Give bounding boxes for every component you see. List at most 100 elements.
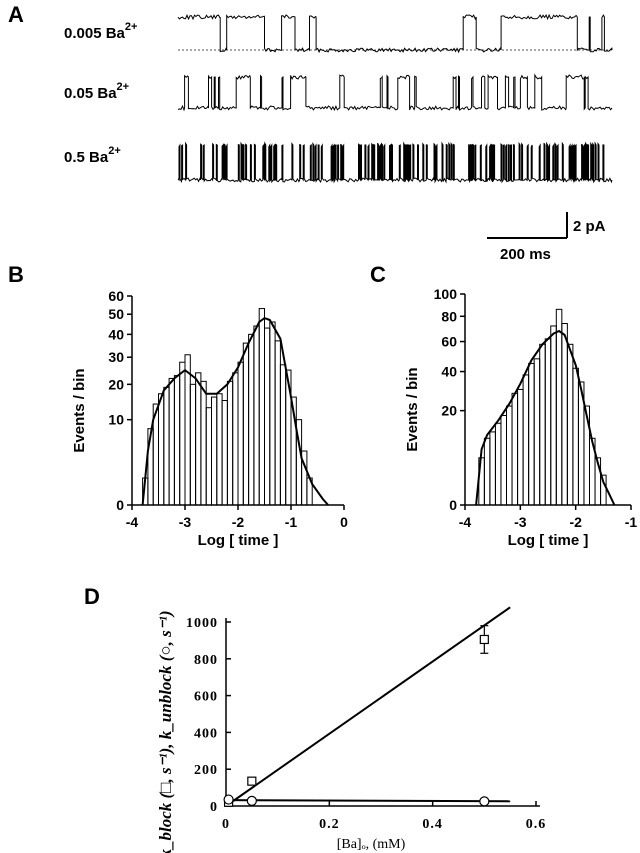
histogram-bin	[189, 383, 197, 506]
histogram-bin	[489, 431, 496, 506]
histogram-bin	[269, 321, 276, 506]
histogram-bin	[242, 342, 250, 506]
histogram-bin	[483, 437, 491, 506]
x-tick-label: -2	[569, 514, 582, 530]
x-tick-label: -4	[126, 514, 139, 530]
y-axis-title: Events / bin	[71, 368, 88, 452]
y-tick-label: 10	[108, 412, 124, 428]
kblock-point	[247, 776, 257, 786]
histogram-bin	[163, 386, 170, 506]
kunblock-point	[479, 796, 490, 807]
histogram-bin	[158, 393, 165, 506]
y-tick-label: 60	[441, 334, 457, 350]
y-tick-label: 600	[194, 690, 218, 705]
y-tick-label: 1000	[186, 616, 218, 631]
histogram-bin	[550, 325, 557, 506]
trace-label-3: 0.5 Ba2+	[64, 145, 121, 166]
kunblock-point	[223, 794, 234, 805]
x-tick-label: 0	[340, 514, 348, 530]
panel-c-letter: C	[370, 262, 386, 287]
y-tick-label: 40	[441, 364, 457, 380]
kblock-point	[479, 634, 489, 645]
histogram-bin	[200, 380, 207, 506]
y-tick-label: 40	[108, 326, 124, 342]
fit-curve	[141, 316, 329, 506]
y-tick-label: 400	[194, 726, 218, 741]
x-tick-label: -3	[179, 514, 192, 530]
x-tick-label: 0.2	[319, 817, 340, 832]
histogram-bin	[184, 354, 191, 506]
histogram-bin	[232, 372, 239, 506]
panel-b-letter: B	[8, 262, 24, 287]
panel-a-letter: A	[8, 2, 24, 27]
histogram-bin	[216, 393, 223, 506]
histogram-bin	[221, 400, 228, 506]
chart-b: 0 10 20 30 40 50 60 -4 -3 -2 -1 0 Log [ time ] Events…	[71, 288, 348, 549]
histogram-bin	[561, 322, 568, 506]
x-tick-label: -2	[232, 514, 245, 530]
y-tick-label: 200	[194, 763, 218, 778]
histogram-bin	[544, 338, 552, 506]
y-tick-label: 30	[108, 349, 124, 365]
kunblock-point	[246, 795, 257, 806]
histogram-bin	[506, 405, 513, 506]
fit-curve	[475, 329, 616, 506]
x-tick-label: 0.4	[422, 817, 443, 832]
x-tick-label: -3	[514, 514, 527, 530]
x-tick-label: 0.6	[526, 817, 547, 832]
histogram-bin	[237, 361, 244, 506]
histogram-bin	[168, 377, 175, 506]
histogram-bin	[274, 340, 281, 506]
x-tick-label: 0	[222, 817, 230, 832]
histogram-bin	[517, 388, 524, 506]
scale-time-label: 200 ms	[500, 246, 551, 263]
trace-1	[177, 13, 613, 54]
x-tick-label: -4	[459, 514, 472, 530]
histogram-bin	[500, 414, 508, 506]
y-tick-label: 20	[441, 403, 457, 419]
histogram-bin	[494, 422, 502, 506]
histogram-bin	[264, 327, 271, 506]
histogram-bin	[258, 308, 266, 506]
y-tick-label: 0	[210, 800, 218, 815]
histogram-bin	[253, 325, 260, 506]
y-tick-label: 800	[194, 653, 218, 668]
histogram-bin	[539, 343, 546, 506]
histogram-bin	[279, 364, 287, 506]
y-tick-label: 100	[434, 286, 458, 302]
histogram-bin	[533, 358, 541, 506]
scale-current-label: 2 pA	[573, 218, 606, 235]
fit-line	[225, 799, 511, 803]
histogram-bin	[572, 367, 579, 506]
trace-label-1: 0.005 Ba2+	[64, 21, 137, 42]
trace-2	[177, 73, 613, 112]
histogram-bin	[528, 362, 535, 506]
histogram-bin	[566, 343, 574, 506]
histogram-bin	[555, 308, 563, 506]
histogram-bin	[226, 380, 234, 506]
histogram-bin	[248, 333, 255, 506]
y-tick-label: 20	[108, 376, 124, 392]
y-tick-label: 0	[449, 497, 457, 513]
panel-d-letter: D	[84, 584, 100, 609]
y-tick-label: 80	[441, 308, 457, 324]
y-axis-title: k_block (□, s⁻¹), k_unblock (○, s⁻¹)	[156, 611, 175, 853]
x-tick-label: -1	[285, 514, 298, 530]
y-axis-title: Events / bin	[404, 367, 421, 451]
x-tick-label: -1	[625, 514, 638, 530]
histogram-bin	[205, 407, 212, 506]
histogram-bin	[511, 392, 519, 506]
chart-c: 0 20 40 60 80 100 -4 -3 -2 -1 Log [ time ] Events /…	[404, 286, 637, 549]
chart-d: 0 200 400 600 800 1000 0 0.2 0.4 0.6 [Ba]ₒ, (mM) k_…	[156, 606, 547, 853]
histogram-bin	[211, 396, 218, 506]
trace-label-2: 0.05 Ba2+	[64, 81, 129, 102]
x-axis-title: [Ba]ₒ, (mM)	[337, 837, 406, 852]
scale-bar: 2 pA 200 ms	[487, 212, 606, 263]
x-axis-title: Log [ time ]	[508, 532, 589, 549]
fit-line	[225, 606, 511, 807]
histogram-bin	[600, 474, 607, 506]
histogram-bin	[173, 375, 181, 506]
y-tick-label: 60	[108, 288, 124, 304]
y-tick-label: 50	[108, 306, 124, 322]
